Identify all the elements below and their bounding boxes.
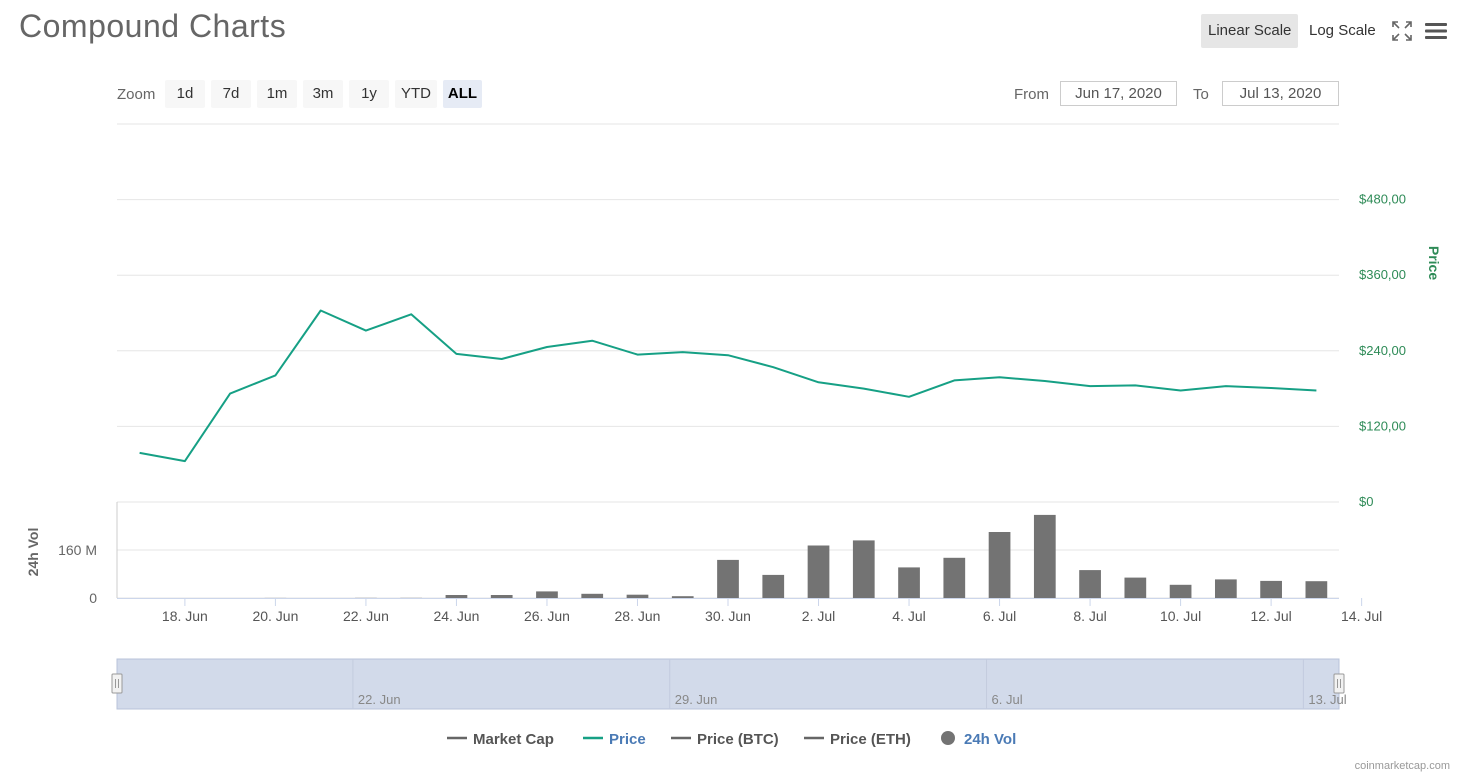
volume-bar <box>1260 580 1282 598</box>
volume-axis-title: 24h Vol <box>25 528 41 577</box>
menu-icon[interactable] <box>1424 20 1448 42</box>
x-axis-tick-label: 24. Jun <box>433 608 479 624</box>
zoom-ytd-button[interactable]: YTD <box>395 80 437 108</box>
navigator-tick-label: 22. Jun <box>358 692 401 707</box>
price-axis-tick-label: $360,00 <box>1359 267 1406 282</box>
volume-bar <box>1124 577 1147 598</box>
price-axis-tick-label: $480,00 <box>1359 192 1406 207</box>
legend-item-price-btc[interactable]: Price (BTC) <box>697 731 779 748</box>
volume-bar <box>1079 570 1101 598</box>
zoom-1d-button[interactable]: 1d <box>165 80 205 108</box>
x-axis-tick-label: 20. Jun <box>252 608 298 624</box>
navigator-range <box>116 658 1340 710</box>
navigator-right-handle[interactable] <box>1333 673 1345 694</box>
from-date-input[interactable] <box>1060 81 1177 106</box>
volume-bar <box>1169 584 1192 598</box>
legend-item-24h-vol[interactable]: 24h Vol <box>964 731 1016 748</box>
volume-bar <box>1033 514 1056 598</box>
price-series-line <box>139 309 1317 463</box>
navigator-tick-label: 6. Jul <box>992 692 1023 707</box>
x-axis-tick-label: 28. Jun <box>615 608 661 624</box>
zoom-3m-button[interactable]: 3m <box>303 80 343 108</box>
x-axis-tick-label: 4. Jul <box>892 608 925 624</box>
from-label: From <box>1014 86 1049 103</box>
price-axis-tick-label: $120,00 <box>1359 418 1406 433</box>
fullscreen-icon[interactable] <box>1391 20 1413 42</box>
legend-item-price[interactable]: Price <box>609 731 646 748</box>
x-axis-tick-label: 12. Jul <box>1250 608 1291 624</box>
to-date-input[interactable] <box>1222 81 1339 106</box>
volume-bar <box>988 532 1011 598</box>
linear-scale-button[interactable]: Linear Scale <box>1201 14 1299 48</box>
volume-bar <box>943 557 966 598</box>
log-scale-button[interactable]: Log Scale <box>1309 22 1376 39</box>
navigator-tick-label: 29. Jun <box>675 692 718 707</box>
zoom-all-button[interactable]: ALL <box>443 80 482 108</box>
volume-bar <box>898 567 920 598</box>
x-axis-tick-label: 18. Jun <box>162 608 208 624</box>
x-axis-tick-label: 22. Jun <box>343 608 389 624</box>
navigator-left-handle[interactable] <box>111 673 123 694</box>
price-axis-tick-label: $0 <box>1359 494 1373 509</box>
volume-bar <box>581 593 604 598</box>
x-axis-tick-label: 14. Jul <box>1341 608 1382 624</box>
volume-bar <box>536 591 558 598</box>
legend-marker-24h-vol <box>941 731 955 745</box>
zoom-label: Zoom <box>117 86 156 103</box>
price-axis-tick-label: $240,00 <box>1359 343 1406 358</box>
volume-bar <box>807 545 830 598</box>
legend-item-market-cap[interactable]: Market Cap <box>473 731 554 748</box>
zoom-7d-button[interactable]: 7d <box>211 80 251 108</box>
volume-bar <box>671 596 694 598</box>
volume-axis-tick-label: 0 <box>89 590 97 606</box>
volume-bar <box>852 540 875 598</box>
zoom-1y-button[interactable]: 1y <box>349 80 389 108</box>
to-label: To <box>1193 86 1209 103</box>
x-axis-tick-label: 8. Jul <box>1073 608 1106 624</box>
volume-bar <box>626 594 649 598</box>
x-axis-tick-label: 26. Jun <box>524 608 570 624</box>
volume-axis-tick-label: 160 M <box>58 542 97 558</box>
x-axis-tick-label: 2. Jul <box>802 608 835 624</box>
page-title: Compound Charts <box>19 8 287 44</box>
credit-link[interactable]: coinmarketcap.com <box>1354 760 1450 772</box>
price-axis-title: Price <box>1426 246 1442 280</box>
x-axis-tick-label: 10. Jul <box>1160 608 1201 624</box>
zoom-1m-button[interactable]: 1m <box>257 80 297 108</box>
volume-bar <box>490 595 513 598</box>
volume-bar <box>445 595 468 598</box>
volume-bar <box>1305 581 1328 598</box>
navigator-tick-label: 13. Jul <box>1308 692 1346 707</box>
volume-bar <box>762 574 785 598</box>
x-axis-tick-label: 30. Jun <box>705 608 751 624</box>
volume-bar <box>717 559 739 598</box>
x-axis-tick-label: 6. Jul <box>983 608 1016 624</box>
legend-item-price-eth[interactable]: Price (ETH) <box>830 731 911 748</box>
volume-bar <box>1214 579 1237 598</box>
